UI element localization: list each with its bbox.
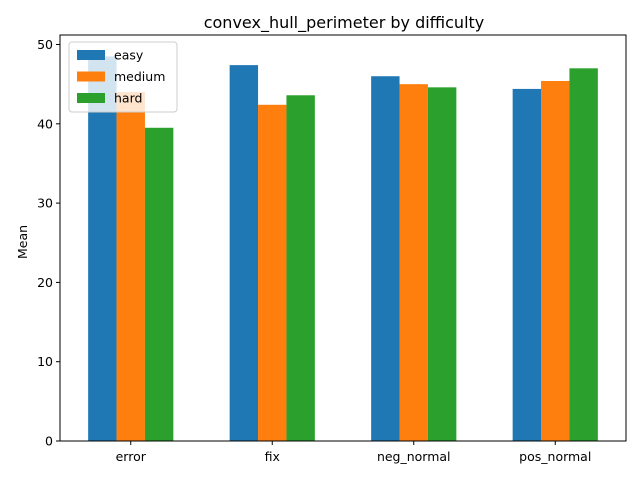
legend-label-hard: hard — [114, 91, 142, 106]
axes-layer: 0 10 20 30 40 50 error fix neg_normal pos_normal — [37, 34, 627, 464]
y-axis-label: Mean — [15, 225, 30, 259]
chart-title: convex_hull_perimeter by difficulty — [204, 13, 485, 33]
y-tick-label: 50 — [37, 37, 53, 52]
y-tick-label: 10 — [37, 354, 53, 369]
bar-easy-neg_normal — [371, 76, 400, 441]
x-tick-label: neg_normal — [377, 449, 451, 464]
legend-label-easy: easy — [114, 48, 144, 63]
bar-easy-fix — [229, 65, 259, 441]
bar-medium-pos_normal — [541, 80, 570, 441]
bar-medium-fix — [258, 104, 287, 441]
y-tick-label: 30 — [37, 196, 53, 211]
bar-hard-fix — [286, 95, 315, 441]
legend: easy medium hard — [68, 41, 178, 113]
bar-medium-neg_normal — [399, 84, 428, 441]
bars-layer — [88, 56, 598, 441]
legend-swatch-medium — [77, 71, 105, 82]
bar-easy-error — [88, 56, 117, 441]
y-tick-label: 20 — [37, 275, 53, 290]
plot-frame — [59, 34, 627, 442]
y-tick-label: 0 — [45, 434, 53, 449]
bar-hard-pos_normal — [569, 68, 598, 441]
y-tick-label: 40 — [37, 116, 53, 131]
bar-medium-error — [116, 92, 145, 441]
bar-easy-pos_normal — [512, 88, 542, 441]
bar-hard-neg_normal — [427, 87, 457, 441]
bar-hard-error — [144, 127, 174, 441]
legend-label-medium: medium — [114, 69, 165, 84]
x-tick-label: fix — [265, 449, 280, 464]
legend-swatch-easy — [77, 50, 105, 60]
x-tick-label: error — [116, 449, 147, 464]
x-tick-label: pos_normal — [519, 449, 591, 464]
legend-swatch-hard — [77, 93, 105, 103]
